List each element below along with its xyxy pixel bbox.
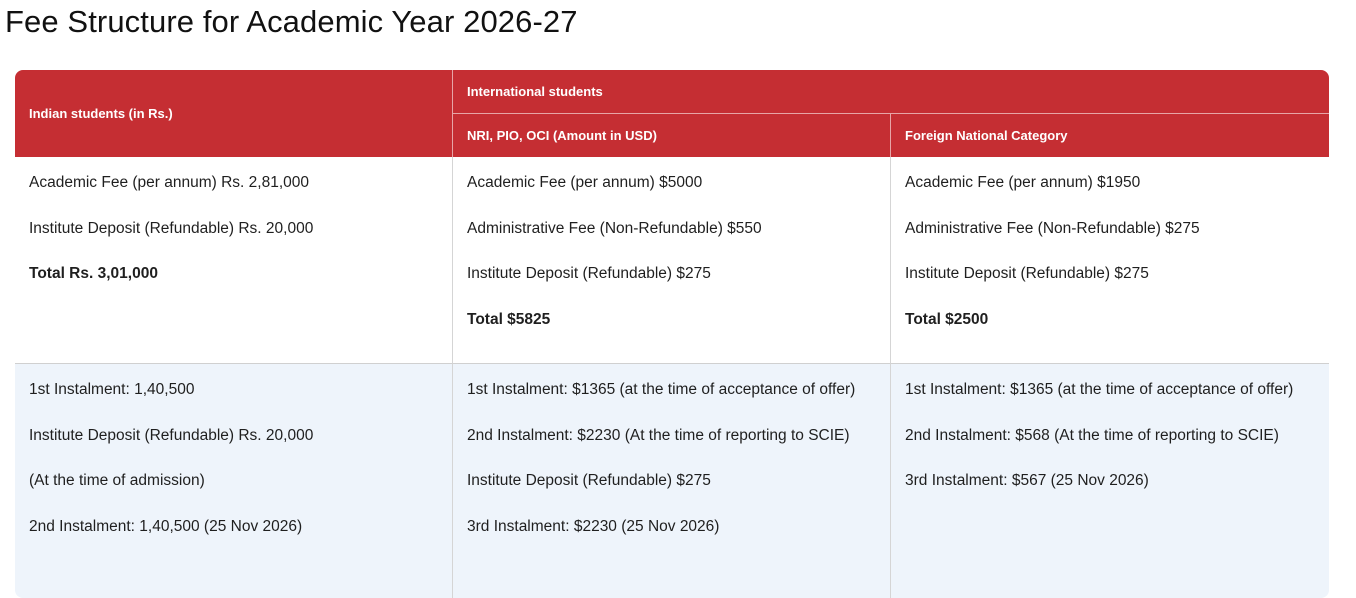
nri-instalment-line: 3rd Instalment: $2230 (25 Nov 2026): [467, 517, 720, 535]
nri-instalment-line: 1st Instalment: $1365 (at the time of ac…: [467, 381, 856, 398]
nri-instalment-line: 2nd Instalment: $2230 (At the time of re…: [467, 426, 850, 444]
foreign-instalment-line: 1st Instalment: $1365 (at the time of ac…: [905, 381, 1294, 398]
indian-instalment-line: Institute Deposit (Refundable) Rs. 20,00…: [29, 426, 314, 444]
indian-summary-line: Institute Deposit (Refundable) Rs. 20,00…: [29, 219, 314, 237]
nri-instalment-cell: 1st Instalment: $1365 (at the time of ac…: [453, 364, 891, 598]
header-row-sub: NRI, PIO, OCI (Amount in USD) Foreign Na…: [15, 114, 1330, 157]
header-foreign-national: Foreign National Category: [891, 114, 1330, 157]
nri-summary-cell: Academic Fee (per annum) $5000 Administr…: [453, 157, 891, 364]
header-nri-pio-oci: NRI, PIO, OCI (Amount in USD): [453, 114, 891, 157]
header-indian-students: Indian students (in Rs.): [15, 70, 453, 157]
foreign-summary-cell: Academic Fee (per annum) $1950 Administr…: [891, 157, 1330, 364]
indian-instalment-cell: 1st Instalment: 1,40,500 Institute Depos…: [15, 364, 453, 598]
nri-summary-line: Academic Fee (per annum) $5000: [467, 174, 703, 191]
header-row-top: Indian students (in Rs.) International s…: [15, 70, 1330, 157]
fee-structure-table: Indian students (in Rs.) International s…: [15, 70, 1330, 598]
nri-summary-line: Institute Deposit (Refundable) $275: [467, 265, 711, 282]
instalment-row: 1st Instalment: 1,40,500 Institute Depos…: [15, 364, 1330, 598]
indian-instalment-line: 1st Instalment: 1,40,500: [29, 381, 195, 398]
foreign-summary-line: Academic Fee (per annum) $1950: [905, 174, 1141, 191]
fee-summary-row: Academic Fee (per annum) Rs. 2,81,000 In…: [15, 157, 1330, 364]
indian-instalment-line: (At the time of admission): [29, 472, 205, 489]
nri-total: Total $5825: [467, 310, 551, 328]
page-title: Fee Structure for Academic Year 2026-27: [5, 4, 578, 39]
indian-summary-cell: Academic Fee (per annum) Rs. 2,81,000 In…: [15, 157, 453, 364]
header-international-students: International students: [453, 70, 1330, 114]
indian-instalment-line: 2nd Instalment: 1,40,500 (25 Nov 2026): [29, 517, 303, 535]
foreign-summary-line: Institute Deposit (Refundable) $275: [905, 265, 1149, 282]
indian-total: Total Rs. 3,01,000: [29, 265, 158, 282]
table-header: Indian students (in Rs.) International s…: [15, 70, 1330, 157]
foreign-instalment-line: 2nd Instalment: $568 (At the time of rep…: [905, 426, 1279, 444]
foreign-instalment-line: 3rd Instalment: $567 (25 Nov 2026): [905, 472, 1149, 489]
nri-instalment-line: Institute Deposit (Refundable) $275: [467, 472, 711, 489]
indian-summary-line: Academic Fee (per annum) Rs. 2,81,000: [29, 174, 309, 191]
foreign-instalment-cell: 1st Instalment: $1365 (at the time of ac…: [891, 364, 1330, 598]
foreign-total: Total $2500: [905, 310, 989, 328]
foreign-summary-line: Administrative Fee (Non-Refundable) $275: [905, 219, 1200, 237]
nri-summary-line: Administrative Fee (Non-Refundable) $550: [467, 219, 762, 237]
